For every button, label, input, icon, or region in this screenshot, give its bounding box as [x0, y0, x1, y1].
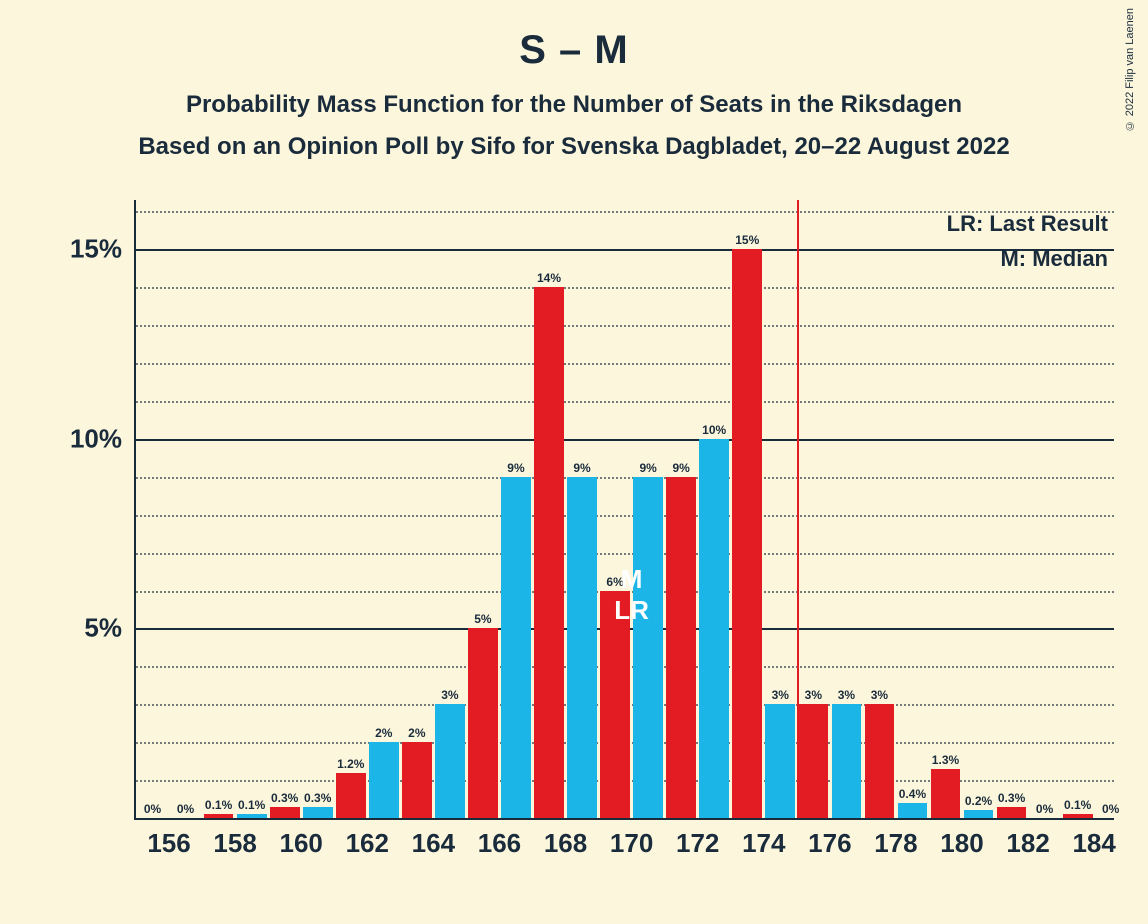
bar-label: 9%: [672, 461, 689, 475]
bar-red: 1.2%: [336, 773, 366, 818]
titles-block: S – M Probability Mass Function for the …: [0, 0, 1148, 161]
bar-label: 0%: [1036, 802, 1053, 816]
bar-red: 0.3%: [997, 807, 1027, 818]
ytick-label: 10%: [70, 423, 136, 454]
grid-major: [136, 439, 1114, 441]
bar-blue: 0.4%: [898, 803, 928, 818]
xtick-label: 184: [1072, 818, 1115, 859]
bar-label: 9%: [507, 461, 524, 475]
bar-blue: 2%: [369, 742, 399, 818]
copyright-text: © 2022 Filip van Laenen: [1124, 8, 1136, 131]
xtick-label: 168: [544, 818, 587, 859]
bar-label: 0%: [144, 802, 161, 816]
bar-label: 0.1%: [1064, 798, 1091, 812]
bar-red: 9%: [666, 477, 696, 818]
legend: LR: Last Result M: Median: [947, 206, 1108, 276]
bar-label: 3%: [805, 688, 822, 702]
chart-subtitle: Probability Mass Function for the Number…: [0, 91, 1148, 119]
bar-red: 1.3%: [931, 769, 961, 818]
xtick-label: 162: [346, 818, 389, 859]
xtick-label: 156: [147, 818, 190, 859]
bar-red: 2%: [402, 742, 432, 818]
bar-label: 14%: [537, 271, 561, 285]
xtick-label: 170: [610, 818, 653, 859]
xtick-label: 182: [1006, 818, 1049, 859]
bar-label: 0%: [177, 802, 194, 816]
bar-label: 0.3%: [998, 791, 1025, 805]
bar-label: 0.4%: [899, 787, 926, 801]
bar-blue: 3%: [765, 704, 795, 818]
ytick-label: 5%: [84, 613, 136, 644]
bar-blue: 3%: [435, 704, 465, 818]
xtick-label: 176: [808, 818, 851, 859]
bar-blue: 3%: [832, 704, 862, 818]
bar-label: 2%: [375, 726, 392, 740]
grid-minor: [136, 211, 1114, 213]
chart-title: S – M: [0, 28, 1148, 73]
bar-label: 15%: [735, 233, 759, 247]
chart: LR: Last Result M: Median 5%10%15%0%0.1%…: [54, 200, 1114, 820]
bar-blue: 9%: [501, 477, 531, 818]
bar-label: 3%: [871, 688, 888, 702]
grid-minor: [136, 363, 1114, 365]
bar-red: 6%: [600, 591, 630, 818]
bar-label: 1.3%: [932, 753, 959, 767]
bar-label: 3%: [838, 688, 855, 702]
chart-subtitle2: Based on an Opinion Poll by Sifo for Sve…: [0, 133, 1148, 161]
xtick-label: 166: [478, 818, 521, 859]
xtick-label: 172: [676, 818, 719, 859]
bar-red: 15%: [732, 249, 762, 818]
bar-label: 2%: [408, 726, 425, 740]
bar-label: 3%: [441, 688, 458, 702]
vline-last-result: [797, 200, 799, 818]
annotation-m: M: [621, 565, 643, 594]
bar-label: 3%: [772, 688, 789, 702]
bar-red: 0.3%: [270, 807, 300, 818]
bar-label: 9%: [639, 461, 656, 475]
ytick-label: 15%: [70, 234, 136, 265]
grid-minor: [136, 477, 1114, 479]
bar-red: 5%: [468, 628, 498, 818]
grid-major: [136, 249, 1114, 251]
bar-blue: 10%: [699, 439, 729, 818]
bar-blue: 0.2%: [964, 810, 994, 818]
bar-blue: 9%: [633, 477, 663, 818]
xtick-label: 160: [279, 818, 322, 859]
bar-blue: 0.3%: [303, 807, 333, 818]
bar-label: 1.2%: [337, 757, 364, 771]
xtick-label: 158: [213, 818, 256, 859]
bar-red: 3%: [798, 704, 828, 818]
bar-label: 10%: [702, 423, 726, 437]
xtick-label: 164: [412, 818, 455, 859]
bar-red: 3%: [865, 704, 895, 818]
grid-minor: [136, 401, 1114, 403]
xtick-label: 178: [874, 818, 917, 859]
xtick-label: 180: [940, 818, 983, 859]
legend-m: M: Median: [947, 241, 1108, 276]
xtick-label: 174: [742, 818, 785, 859]
bar-label: 0.1%: [238, 798, 265, 812]
bar-label: 5%: [474, 612, 491, 626]
bar-label: 9%: [573, 461, 590, 475]
plot-area: LR: Last Result M: Median 5%10%15%0%0.1%…: [134, 200, 1114, 820]
bar-label: 0.2%: [965, 794, 992, 808]
grid-minor: [136, 553, 1114, 555]
bar-red: 14%: [534, 287, 564, 818]
bar-label: 0.3%: [304, 791, 331, 805]
bar-label: 0.1%: [205, 798, 232, 812]
grid-minor: [136, 287, 1114, 289]
grid-minor: [136, 325, 1114, 327]
annotation-lr: LR: [614, 596, 649, 625]
grid-minor: [136, 515, 1114, 517]
bar-label: 0%: [1102, 802, 1119, 816]
bar-blue: 9%: [567, 477, 597, 818]
bar-label: 0.3%: [271, 791, 298, 805]
